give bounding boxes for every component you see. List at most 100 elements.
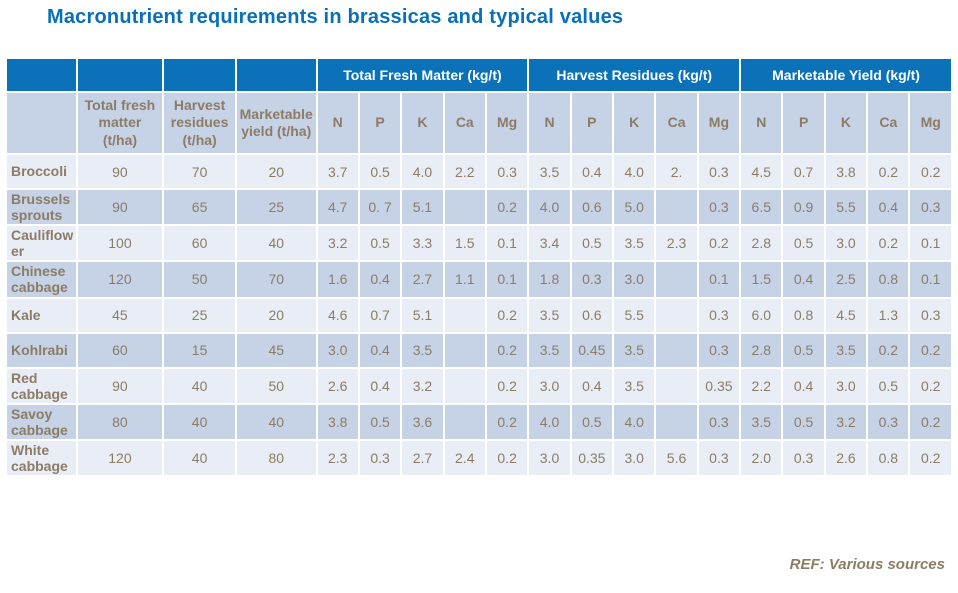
data-cell: 0.9	[781, 187, 826, 227]
nutrient-header: P	[781, 91, 826, 155]
data-cell: 90	[75, 153, 165, 190]
stat-header-marketable-yield: Marketable yield (t/ha)	[234, 91, 318, 155]
data-cell	[654, 187, 699, 227]
data-cell: 3.3	[400, 224, 445, 263]
data-cell: 0.2	[908, 438, 953, 478]
data-cell: 0.2	[866, 153, 911, 190]
data-cell: 15	[162, 331, 237, 369]
data-cell: 0.5	[781, 402, 826, 441]
data-cell: 65	[162, 187, 237, 227]
data-cell: 2.3	[654, 224, 699, 263]
data-cell: 0.7	[357, 296, 403, 334]
data-cell: 0.1	[908, 260, 953, 299]
data-cell: 0.3	[696, 331, 742, 369]
data-cell: 45	[234, 331, 318, 369]
data-cell: 2.2	[442, 153, 487, 190]
data-cell: 0.2	[866, 331, 911, 369]
data-cell: 3.2	[823, 402, 869, 441]
data-cell: 4.0	[612, 153, 657, 190]
data-cell: 0.3	[908, 187, 953, 227]
data-cell: 80	[234, 438, 318, 478]
data-cell: 3.8	[823, 153, 869, 190]
row-label: White cabbage	[5, 438, 78, 478]
data-cell: 60	[75, 331, 165, 369]
table-row: White cabbage 120 40 80 2.3 0.3 2.7 2.4 0.2 3.0 0.…	[5, 438, 953, 478]
data-cell: 2.7	[400, 260, 445, 299]
data-cell: 0.8	[781, 296, 826, 334]
data-cell: 5.0	[612, 187, 657, 227]
data-cell: 0.2	[484, 402, 530, 441]
data-cell: 0.4	[781, 260, 826, 299]
data-cell: 0.3	[484, 153, 530, 190]
data-cell: 0.2	[484, 438, 530, 478]
nutrient-header: Ca	[442, 91, 487, 155]
data-cell: 2.2	[739, 366, 784, 405]
data-cell: 0.4	[357, 331, 403, 369]
data-cell: 2.0	[739, 438, 784, 478]
table-row: Kohlrabi 60 15 45 3.0 0.4 3.5 0.2 3.5 0.45 3.5 0.3 2…	[5, 331, 953, 369]
data-cell	[442, 402, 487, 441]
data-cell: 3.0	[823, 224, 869, 263]
row-label: Cauliflower	[5, 224, 78, 263]
nutrient-header: Mg	[696, 91, 742, 155]
data-cell: 0.5	[866, 366, 911, 405]
data-cell	[442, 296, 487, 334]
data-cell: 4.0	[612, 402, 657, 441]
data-cell: 0.4	[357, 366, 403, 405]
data-cell: 3.8	[315, 402, 360, 441]
macronutrient-table: Total Fresh Matter (kg/t) Harvest Residu…	[5, 57, 953, 478]
data-cell: 2.	[654, 153, 699, 190]
group-header-marketable-yield: Marketable Yield (kg/t)	[739, 57, 953, 93]
data-cell: 0.4	[357, 260, 403, 299]
data-cell: 3.0	[527, 366, 572, 405]
data-cell: 3.5	[527, 296, 572, 334]
table-row: Kale 45 25 20 4.6 0.7 5.1 0.2 3.5 0.6 5.5 0.3 6.0 0.8…	[5, 296, 953, 334]
nutrient-header: K	[400, 91, 445, 155]
stat-header-total-fresh-matter: Total fresh matter (t/ha)	[75, 91, 165, 155]
data-cell: 70	[234, 260, 318, 299]
data-cell: 3.5	[612, 331, 657, 369]
data-cell: 0.3	[696, 402, 742, 441]
data-cell: 3.5	[527, 153, 572, 190]
data-cell: 2.8	[739, 224, 784, 263]
data-cell: 25	[234, 187, 318, 227]
blank-header-cell	[75, 57, 165, 93]
data-cell	[654, 402, 699, 441]
data-cell: 0.3	[908, 296, 953, 334]
data-cell: 0.2	[484, 187, 530, 227]
data-cell: 70	[162, 153, 237, 190]
data-cell: 0.2	[908, 402, 953, 441]
data-cell: 80	[75, 402, 165, 441]
data-cell: 20	[234, 296, 318, 334]
data-cell: 3.0	[823, 366, 869, 405]
data-cell: 1.1	[442, 260, 487, 299]
group-header-harvest-residues: Harvest Residues (kg/t)	[527, 57, 742, 93]
sub-header-row: Total fresh matter (t/ha) Harvest residu…	[5, 91, 953, 155]
data-cell: 0.3	[696, 153, 742, 190]
data-cell	[442, 331, 487, 369]
data-cell: 0.5	[357, 153, 403, 190]
data-cell: 45	[75, 296, 165, 334]
data-cell: 0.2	[484, 296, 530, 334]
data-cell: 0.1	[484, 260, 530, 299]
data-cell: 0.2	[908, 153, 953, 190]
data-cell: 5.5	[823, 187, 869, 227]
nutrient-header: Mg	[908, 91, 953, 155]
data-cell: 2.5	[823, 260, 869, 299]
data-cell: 0.5	[569, 224, 615, 263]
row-label: Chinese cabbage	[5, 260, 78, 299]
data-cell: 1.3	[866, 296, 911, 334]
nutrient-header: N	[315, 91, 360, 155]
data-cell: 2.4	[442, 438, 487, 478]
data-cell: 0.45	[569, 331, 615, 369]
data-cell: 0.1	[696, 260, 742, 299]
data-cell: 0.5	[357, 402, 403, 441]
nutrient-header: N	[739, 91, 784, 155]
data-cell: 3.5	[400, 331, 445, 369]
data-cell: 3.7	[315, 153, 360, 190]
table-row: Brussels sprouts 90 65 25 4.7 0. 7 5.1 0.2 4.0 0.…	[5, 187, 953, 227]
data-cell: 0.2	[484, 366, 530, 405]
data-cell: 0.6	[569, 187, 615, 227]
data-cell: 0.2	[696, 224, 742, 263]
